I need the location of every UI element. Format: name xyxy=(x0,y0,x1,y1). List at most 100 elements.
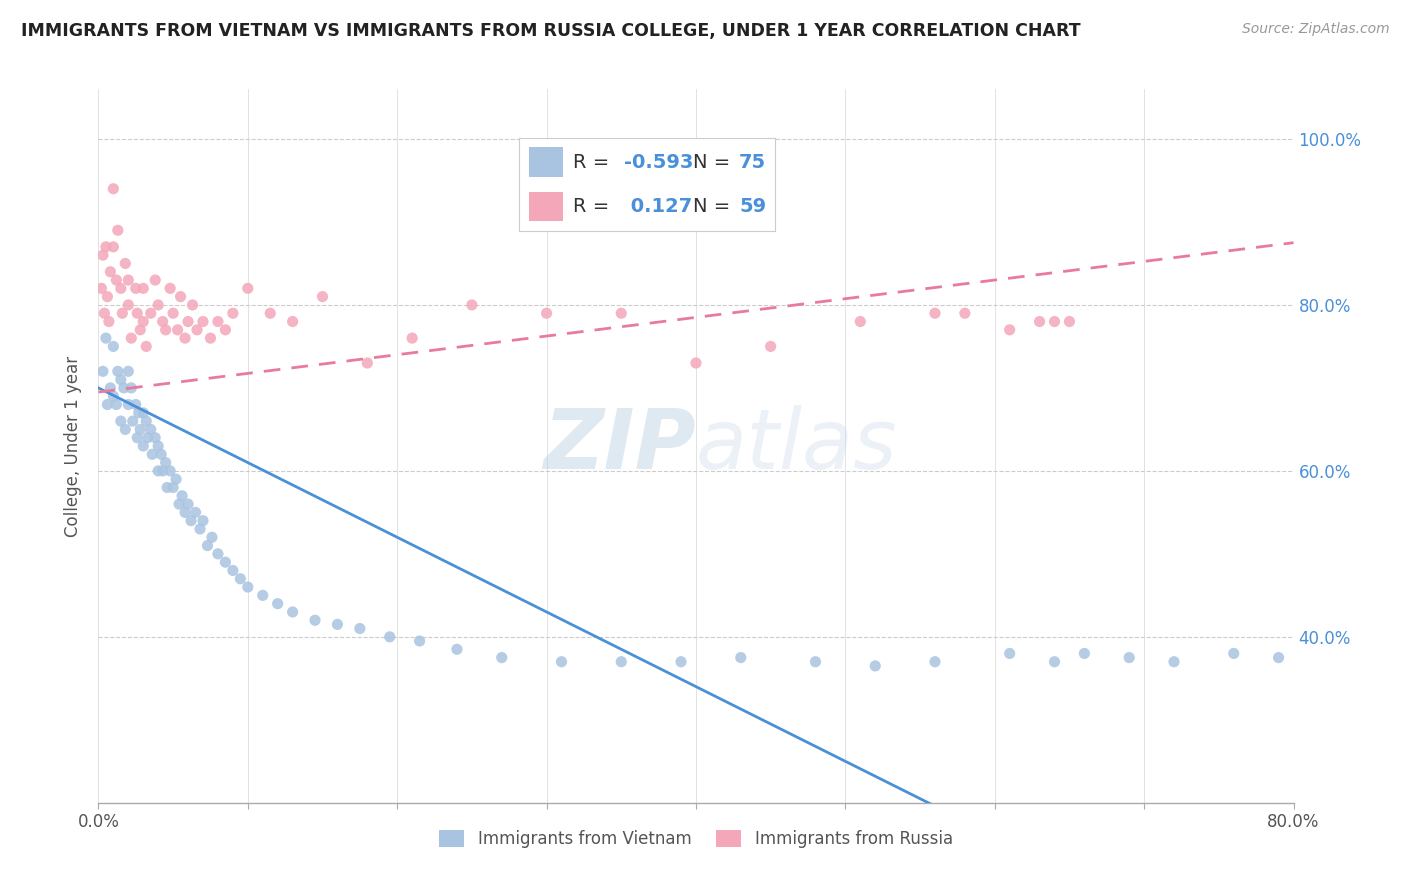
Point xyxy=(174,331,197,345)
Point xyxy=(730,650,752,665)
Point xyxy=(103,182,125,196)
Point xyxy=(143,273,166,287)
Text: R =: R = xyxy=(572,153,616,171)
Point xyxy=(998,323,1021,337)
Point xyxy=(669,655,692,669)
Point xyxy=(128,406,150,420)
Point xyxy=(96,290,118,304)
Point xyxy=(207,547,229,561)
Point xyxy=(103,339,125,353)
Point xyxy=(214,323,236,337)
Point xyxy=(148,464,170,478)
Point xyxy=(117,298,139,312)
Point xyxy=(117,364,139,378)
Point xyxy=(152,314,174,328)
Point xyxy=(191,314,214,328)
Point xyxy=(150,447,173,461)
Point xyxy=(107,364,129,378)
Point xyxy=(267,597,290,611)
Point xyxy=(236,580,259,594)
Point xyxy=(953,306,976,320)
Point xyxy=(214,555,236,569)
Point xyxy=(1118,650,1140,665)
Point xyxy=(117,397,139,411)
Point xyxy=(924,306,946,320)
Point xyxy=(132,281,155,295)
Point xyxy=(139,422,162,436)
Point xyxy=(998,647,1021,661)
Point xyxy=(129,422,152,436)
Point xyxy=(304,613,326,627)
Point xyxy=(356,356,378,370)
Point xyxy=(105,273,128,287)
Point xyxy=(281,605,304,619)
Point xyxy=(222,564,245,578)
Point xyxy=(222,306,245,320)
Point xyxy=(401,331,423,345)
Text: N =: N = xyxy=(693,153,737,171)
Point xyxy=(1267,650,1289,665)
Point xyxy=(491,650,513,665)
Point xyxy=(97,314,120,328)
Point xyxy=(1223,647,1246,661)
Point xyxy=(188,522,211,536)
Point xyxy=(110,281,132,295)
Point xyxy=(1059,314,1081,328)
Point xyxy=(110,414,132,428)
Text: atlas: atlas xyxy=(696,406,897,486)
Point xyxy=(93,306,115,320)
Point xyxy=(610,655,633,669)
Point xyxy=(121,414,143,428)
Text: 59: 59 xyxy=(740,197,766,216)
Point xyxy=(114,256,136,270)
Point xyxy=(865,659,887,673)
Point xyxy=(110,373,132,387)
Text: ZIP: ZIP xyxy=(543,406,696,486)
Point xyxy=(281,314,304,328)
Point xyxy=(181,298,204,312)
Point xyxy=(148,439,170,453)
Point xyxy=(1043,314,1066,328)
Point xyxy=(136,431,159,445)
Text: -0.593: -0.593 xyxy=(624,153,693,171)
Point xyxy=(200,331,222,345)
Point xyxy=(759,339,782,353)
Point xyxy=(159,281,181,295)
Point xyxy=(129,323,152,337)
Point xyxy=(186,323,208,337)
Point xyxy=(132,406,155,420)
Point xyxy=(229,572,252,586)
Legend: Immigrants from Vietnam, Immigrants from Russia: Immigrants from Vietnam, Immigrants from… xyxy=(433,823,959,855)
Point xyxy=(159,464,181,478)
Point xyxy=(804,655,827,669)
Point xyxy=(207,314,229,328)
Point xyxy=(685,356,707,370)
Point xyxy=(127,306,149,320)
Point xyxy=(174,505,197,519)
Point xyxy=(135,339,157,353)
Point xyxy=(103,240,125,254)
Point xyxy=(132,439,155,453)
Point xyxy=(155,456,177,470)
Point xyxy=(172,489,194,503)
Point xyxy=(1043,655,1066,669)
Point xyxy=(143,431,166,445)
Point xyxy=(96,397,118,411)
Point xyxy=(180,514,202,528)
Point xyxy=(120,331,142,345)
Point xyxy=(1028,314,1050,328)
Point xyxy=(90,281,112,295)
Point xyxy=(1073,647,1095,661)
Point xyxy=(197,539,219,553)
Point xyxy=(311,290,333,304)
Point xyxy=(111,306,134,320)
Y-axis label: College, Under 1 year: College, Under 1 year xyxy=(65,355,83,537)
Point xyxy=(98,265,122,279)
Point xyxy=(91,248,114,262)
Point xyxy=(114,422,136,436)
Point xyxy=(120,381,142,395)
Point xyxy=(156,481,179,495)
Point xyxy=(184,505,207,519)
Point xyxy=(139,306,162,320)
Point xyxy=(536,306,558,320)
